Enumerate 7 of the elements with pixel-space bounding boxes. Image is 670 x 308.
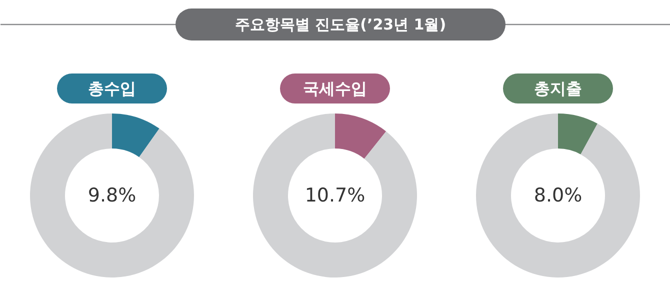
chart-title: 국세수입 bbox=[303, 79, 367, 98]
text: 10.7% bbox=[304, 184, 366, 206]
text: 8.0% bbox=[534, 184, 582, 206]
chart-title: 총지출 bbox=[534, 79, 582, 98]
text: 9.8% bbox=[88, 184, 136, 206]
text: 주요항목별 진도율(’23년 1월) bbox=[234, 16, 446, 34]
chart-title: 총수입 bbox=[88, 79, 136, 98]
